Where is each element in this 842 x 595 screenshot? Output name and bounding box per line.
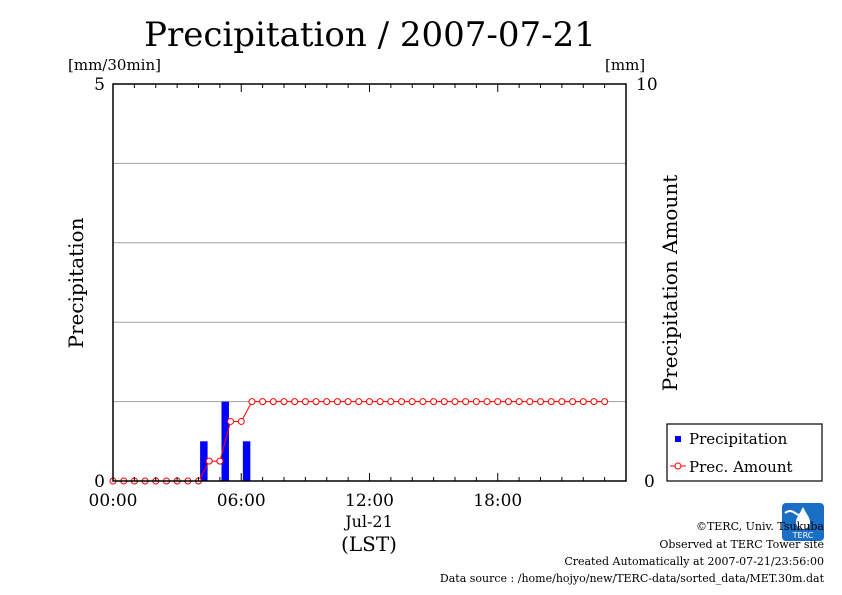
amount-point (312, 398, 320, 406)
x-tick-label: 18:00 (473, 491, 522, 511)
amount-point (355, 398, 363, 406)
amount-point (537, 398, 544, 406)
amount-series-line (113, 401, 605, 482)
amount-point (237, 417, 245, 425)
amount-point (291, 398, 299, 406)
amount-point (579, 398, 587, 406)
amount-point (248, 398, 256, 406)
created-text: Created Automatically at 2007-07-21/23:5… (564, 555, 824, 568)
right-axis-label: Precipitation Amount (658, 175, 682, 392)
amount-point (376, 398, 384, 406)
amount-point (366, 398, 373, 406)
precipitation-bar (242, 441, 251, 481)
amount-point (333, 398, 341, 406)
left-axis-label: Precipitation (64, 217, 88, 348)
terc-logo: TERC (782, 503, 824, 541)
legend-amount-label: Prec. Amount (689, 458, 793, 476)
amount-point (259, 398, 267, 406)
amount-point (301, 398, 309, 406)
amount-point (408, 398, 416, 406)
amount-point (483, 398, 491, 406)
left-tick-label: 0 (94, 472, 105, 492)
amount-point (430, 398, 438, 406)
amount-point (515, 398, 523, 406)
logo-text: TERC (792, 531, 814, 540)
left-tick-label: 5 (94, 75, 105, 95)
amount-point (419, 398, 427, 406)
amount-point (323, 398, 331, 406)
amount-point (280, 398, 288, 406)
amount-point (269, 398, 277, 406)
amount-point (472, 398, 480, 406)
amount-point (387, 398, 395, 406)
amount-point (504, 398, 512, 406)
amount-point (558, 398, 566, 406)
plot-frame (112, 83, 627, 482)
amount-point (494, 398, 502, 406)
amount-point (451, 398, 459, 406)
amount-point (440, 398, 448, 406)
legend-box (666, 423, 823, 482)
right-tick-label: 0 (644, 472, 655, 492)
right-axis-unit: [mm] (605, 56, 645, 74)
amount-point (216, 457, 224, 465)
amount-point (462, 398, 470, 406)
amount-point (526, 398, 534, 406)
legend: Precipitation Prec. Amount (666, 423, 823, 482)
source-text: Data source : /home/hojyo/new/TERC-data/… (439, 572, 824, 585)
amount-point (227, 417, 235, 425)
amount-point (569, 398, 577, 406)
x-tick-label: 00:00 (89, 491, 138, 511)
x-axis-label: (LST) (341, 532, 397, 556)
amount-point (398, 398, 406, 406)
amount-point (590, 398, 598, 406)
legend-precipitation-marker (675, 436, 681, 442)
site-text: Observed at TERC Tower site (659, 538, 824, 551)
x-tick-label: 06:00 (217, 491, 266, 511)
amount-point (205, 457, 213, 465)
amount-point (344, 398, 352, 406)
chart-title: Precipitation / 2007-07-21 (144, 15, 596, 55)
legend-precipitation-label: Precipitation (689, 430, 788, 448)
amount-point (601, 398, 609, 406)
copyright-text: ©TERC, Univ. Tsukuba (695, 520, 824, 533)
wave-icon (784, 510, 806, 516)
amount-point (547, 398, 555, 406)
precipitation-bar (200, 441, 208, 481)
date-label: Jul-21 (343, 512, 393, 531)
right-tick-label: 10 (636, 75, 658, 95)
water-drop-icon (796, 507, 810, 529)
x-tick-label: 12:00 (345, 491, 394, 511)
left-axis-unit: [mm/30min] (68, 56, 161, 74)
legend-amount-marker (674, 462, 682, 470)
